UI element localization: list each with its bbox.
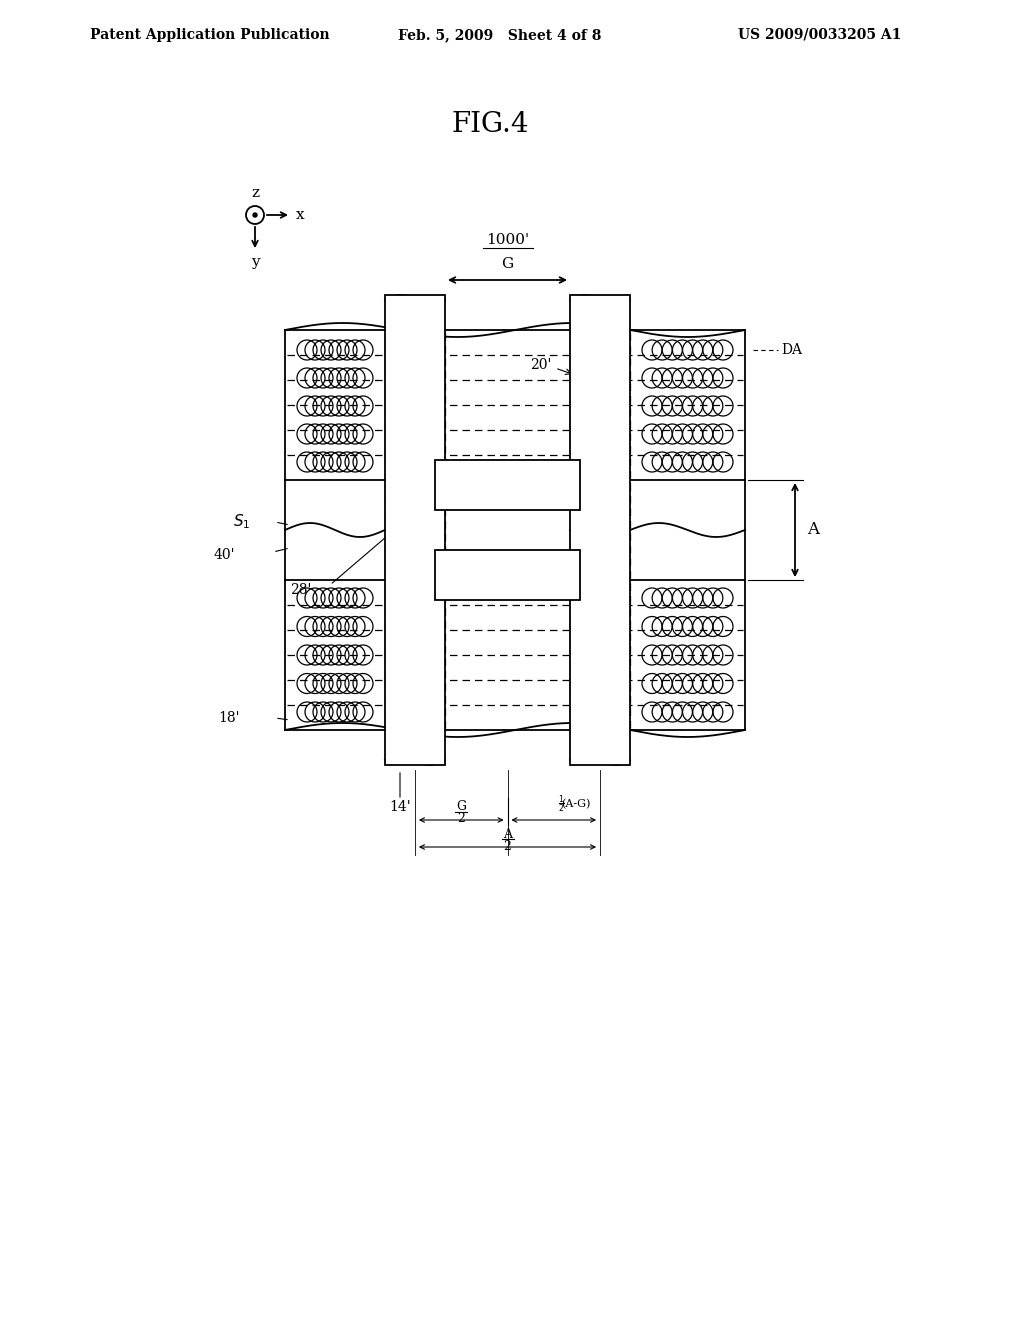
Bar: [285, 330, 745, 480]
Text: 1000': 1000': [486, 234, 529, 247]
Text: G: G: [457, 800, 466, 813]
Text: 40': 40': [213, 548, 234, 562]
Bar: [435, 459, 580, 510]
Text: α': α': [586, 576, 599, 589]
Text: DA: DA: [781, 343, 802, 356]
Text: y: y: [251, 255, 259, 269]
Text: 14': 14': [389, 800, 411, 814]
Text: 18': 18': [218, 711, 240, 725]
Bar: [385, 294, 445, 766]
Text: 2: 2: [458, 813, 465, 825]
Text: A: A: [807, 521, 819, 539]
Text: 28': 28': [290, 583, 311, 597]
Bar: [285, 579, 745, 730]
Circle shape: [253, 213, 257, 216]
Bar: [435, 550, 580, 601]
Bar: [285, 480, 385, 579]
Text: Feb. 5, 2009   Sheet 4 of 8: Feb. 5, 2009 Sheet 4 of 8: [398, 28, 602, 42]
Text: z: z: [251, 186, 259, 201]
Text: $\frac{1}{2}$: $\frac{1}{2}$: [558, 793, 565, 814]
Text: FIG.4: FIG.4: [452, 111, 528, 139]
Text: 2: 2: [504, 840, 511, 853]
Text: $S_1$: $S_1$: [232, 512, 250, 532]
Text: US 2009/0033205 A1: US 2009/0033205 A1: [738, 28, 902, 42]
Text: G: G: [502, 257, 514, 271]
Text: 20': 20': [530, 358, 551, 372]
Bar: [630, 480, 745, 579]
Text: β': β': [439, 471, 451, 484]
Bar: [570, 294, 630, 766]
Text: A: A: [503, 828, 512, 841]
Text: Patent Application Publication: Patent Application Publication: [90, 28, 330, 42]
Text: (A-G): (A-G): [561, 799, 591, 809]
Text: x: x: [296, 209, 304, 222]
